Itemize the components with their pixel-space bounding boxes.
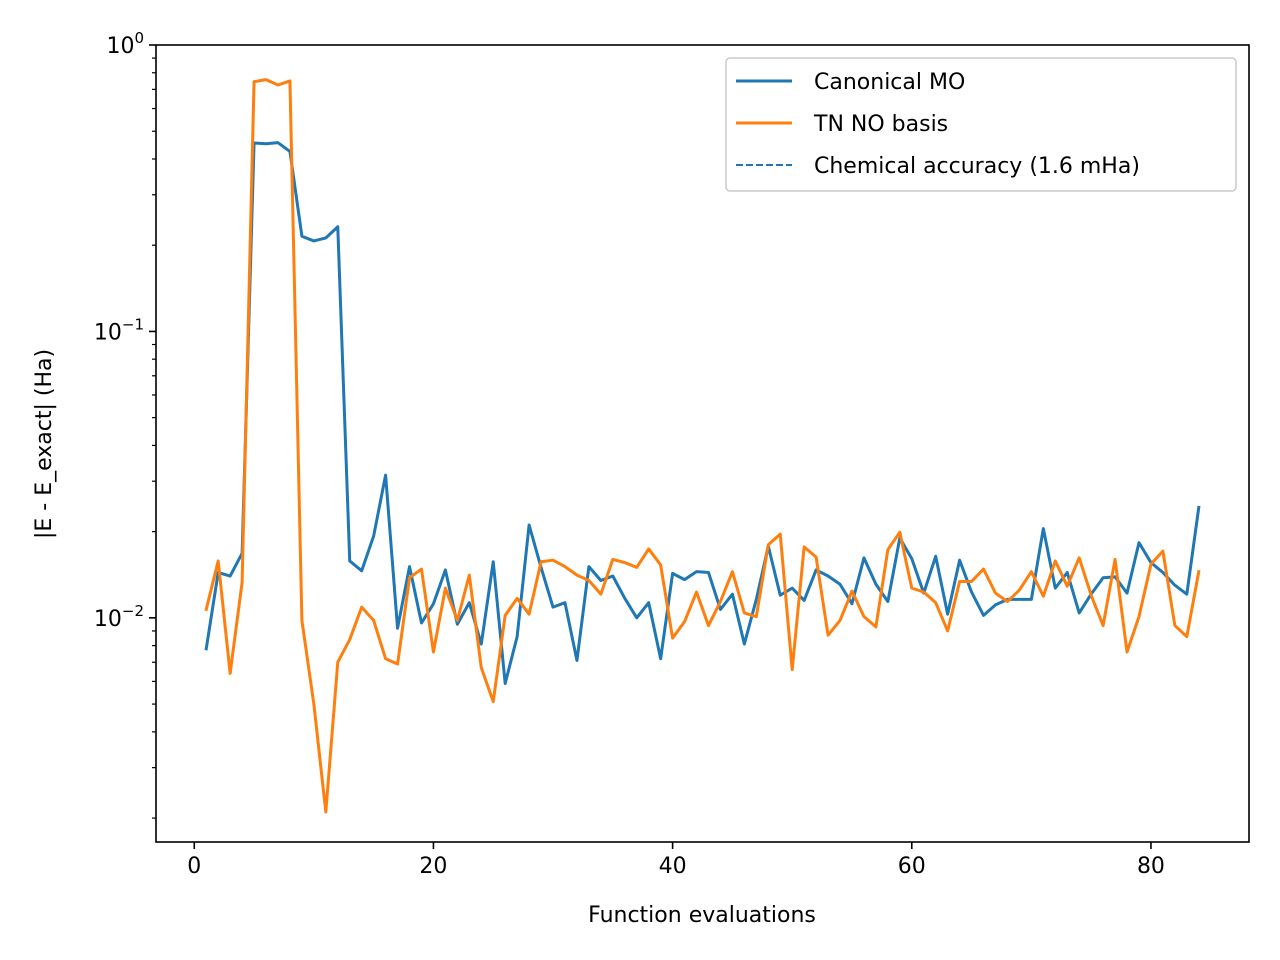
- legend-canonical-mo-label: Canonical MO: [814, 70, 965, 95]
- y-tick-label: 100: [106, 29, 144, 59]
- legend: Canonical MO TN NO basis Chemical accuracy…: [725, 57, 1237, 192]
- y-axis-label: |E - E_exact| (Ha): [32, 349, 57, 539]
- legend-box: [725, 57, 1237, 192]
- series-line-canonical-mo: [204, 141, 1201, 685]
- series-line-tn-no-basis: [204, 78, 1201, 814]
- x-tick-label: 20: [419, 854, 447, 879]
- x-tick-label: 80: [1137, 854, 1165, 879]
- legend-tn-no-basis-label: TN NO basis: [813, 112, 948, 137]
- axes: 0 20 40 60 80 100 10−1 10−2: [94, 29, 1250, 879]
- y-tick-label: 10−2: [94, 602, 144, 632]
- series-group: [204, 78, 1201, 814]
- y-tick-label: 10−1: [94, 315, 144, 345]
- x-tick-label: 40: [659, 854, 687, 879]
- x-axis-label: Function evaluations: [588, 903, 816, 928]
- x-tick-label: 60: [898, 854, 926, 879]
- plot-area: [204, 78, 1201, 814]
- x-tick-label: 0: [187, 854, 201, 879]
- axes-frame: [155, 44, 1250, 843]
- legend-chemical-accuracy-label: Chemical accuracy (1.6 mHa): [814, 154, 1140, 179]
